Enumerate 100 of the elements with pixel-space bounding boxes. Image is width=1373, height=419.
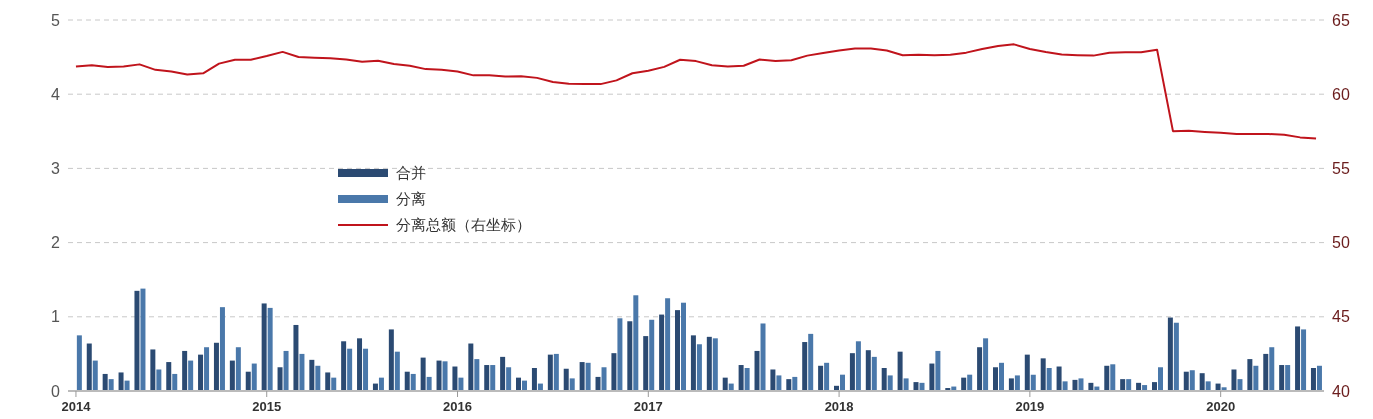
bar (188, 360, 194, 391)
bar (1120, 379, 1126, 391)
bar (474, 359, 480, 391)
bar (1014, 375, 1020, 391)
bar (1253, 365, 1259, 391)
bar (1157, 367, 1163, 391)
x-tick-label: 2020 (1206, 399, 1236, 414)
bar (611, 353, 617, 391)
x-tick-label: 2019 (1015, 399, 1045, 414)
bar (1279, 365, 1285, 391)
bar (563, 368, 569, 391)
bar (140, 288, 146, 391)
y2-tick-label: 45 (1332, 308, 1350, 326)
bar (277, 367, 283, 391)
bar (627, 321, 633, 391)
bar (452, 366, 458, 391)
bar (871, 356, 877, 391)
bar (1199, 373, 1205, 391)
bar (299, 353, 305, 391)
bar (706, 336, 712, 391)
bar (754, 350, 760, 391)
legend-label: 分离总额（右坐标） (396, 215, 531, 235)
bar (617, 318, 623, 391)
bar (166, 362, 172, 391)
bar (1104, 365, 1110, 391)
bar (744, 368, 750, 391)
y2-tick-label: 50 (1332, 234, 1350, 252)
x-tick-label: 2018 (824, 399, 854, 414)
bar (824, 362, 830, 391)
bar (696, 344, 702, 391)
bar (102, 373, 108, 391)
bar (235, 347, 241, 391)
bar (1247, 359, 1253, 391)
bar (690, 335, 696, 391)
bar (245, 371, 251, 391)
bar (998, 362, 1004, 391)
bar (1237, 379, 1243, 391)
bar (633, 295, 639, 391)
bar (808, 333, 814, 391)
bar (1269, 347, 1275, 391)
bar (436, 360, 442, 391)
bar (840, 374, 845, 391)
bar (935, 350, 941, 391)
bar (283, 350, 289, 391)
bar (458, 377, 464, 391)
bar (992, 367, 998, 391)
bar (760, 323, 766, 391)
bar (802, 342, 808, 391)
bar (442, 361, 448, 391)
bar (500, 356, 506, 391)
bar (643, 336, 649, 391)
bar (506, 367, 512, 391)
bar (331, 377, 337, 391)
bar (601, 367, 607, 391)
y2-tick-label: 40 (1332, 382, 1350, 400)
bar (213, 342, 219, 391)
bar (675, 310, 681, 391)
bar (388, 329, 394, 391)
bar (150, 349, 156, 391)
bar (1062, 381, 1068, 391)
bar (182, 350, 188, 391)
bar (849, 353, 855, 391)
bar (1285, 365, 1291, 391)
y-tick-label: 1 (51, 308, 61, 326)
bar (484, 365, 490, 391)
bar (1046, 368, 1052, 391)
bar (378, 377, 384, 391)
bar (897, 351, 903, 391)
y-tick-label: 3 (51, 160, 61, 178)
y-tick-label: 2 (51, 234, 61, 252)
bar (357, 338, 363, 391)
bar (293, 324, 299, 391)
bar (792, 376, 798, 391)
bar (118, 372, 124, 391)
bar (426, 376, 432, 391)
bar (1295, 326, 1301, 391)
bar (681, 302, 687, 391)
bar (490, 365, 496, 391)
bar (1301, 329, 1307, 391)
bar (569, 378, 575, 391)
bar (267, 307, 273, 391)
line-series (74, 43, 1318, 140)
bar (1173, 322, 1179, 391)
bar (595, 376, 601, 391)
bar (251, 363, 257, 391)
bar (516, 377, 522, 391)
bar (818, 365, 824, 391)
bar (1231, 369, 1237, 391)
bar (198, 354, 204, 391)
bar (967, 374, 973, 391)
bar (1126, 379, 1132, 391)
bar (410, 373, 416, 391)
y2-tick-label: 55 (1332, 160, 1350, 178)
bar (881, 368, 887, 391)
y2-tick-label: 60 (1332, 85, 1350, 103)
y-tick-label: 0 (51, 382, 61, 400)
bar (553, 353, 559, 391)
x-tick-label: 2017 (633, 399, 663, 414)
bar (1056, 366, 1062, 391)
bar (156, 369, 162, 391)
